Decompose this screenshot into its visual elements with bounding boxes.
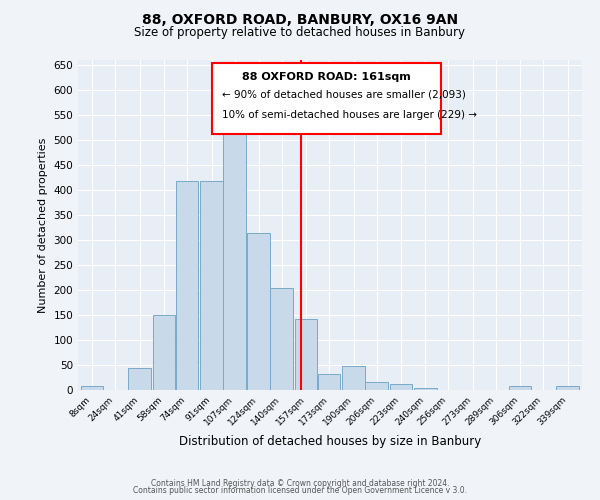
- Bar: [414, 388, 437, 390]
- Text: 88 OXFORD ROAD: 161sqm: 88 OXFORD ROAD: 161sqm: [242, 72, 410, 82]
- Bar: [176, 181, 198, 390]
- Text: ← 90% of detached houses are smaller (2,093): ← 90% of detached houses are smaller (2,…: [221, 90, 466, 100]
- X-axis label: Distribution of detached houses by size in Banbury: Distribution of detached houses by size …: [179, 436, 481, 448]
- Bar: [128, 368, 151, 390]
- Bar: [509, 386, 532, 390]
- Bar: [295, 318, 317, 390]
- Bar: [365, 382, 388, 390]
- Bar: [271, 288, 293, 390]
- Text: 88, OXFORD ROAD, BANBURY, OX16 9AN: 88, OXFORD ROAD, BANBURY, OX16 9AN: [142, 12, 458, 26]
- Bar: [556, 386, 578, 390]
- Text: Size of property relative to detached houses in Banbury: Size of property relative to detached ho…: [134, 26, 466, 39]
- Bar: [152, 315, 175, 390]
- FancyBboxPatch shape: [212, 64, 441, 134]
- Bar: [81, 386, 103, 390]
- Y-axis label: Number of detached properties: Number of detached properties: [38, 138, 48, 312]
- Text: 10% of semi-detached houses are larger (229) →: 10% of semi-detached houses are larger (…: [221, 110, 476, 120]
- Bar: [389, 384, 412, 390]
- Text: Contains public sector information licensed under the Open Government Licence v : Contains public sector information licen…: [133, 486, 467, 495]
- Text: Contains HM Land Registry data © Crown copyright and database right 2024.: Contains HM Land Registry data © Crown c…: [151, 478, 449, 488]
- Bar: [247, 232, 270, 390]
- Bar: [223, 125, 245, 390]
- Bar: [342, 366, 365, 390]
- Bar: [200, 181, 223, 390]
- Bar: [318, 374, 340, 390]
